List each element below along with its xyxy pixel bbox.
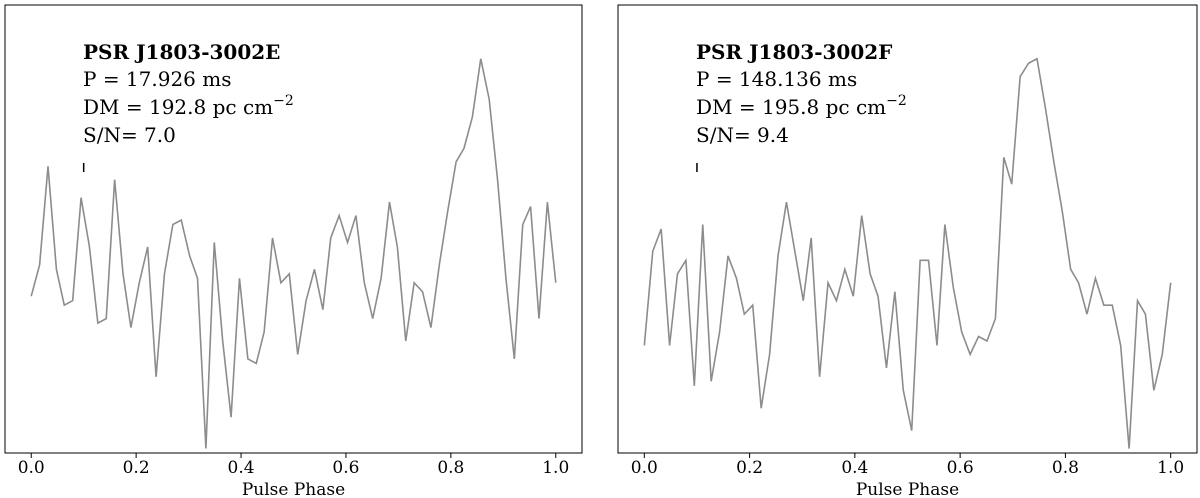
x-tick-label: 0.0 xyxy=(631,458,658,478)
x-tick-label: 0.0 xyxy=(18,458,45,478)
panel: 0.0 0.2 0.4 0.6 0.8 1.0 Pulse Phase PSR J1803-3… xyxy=(617,4,1198,498)
annotation: S/N= 9.4 xyxy=(696,123,789,147)
x-tick-label: 0.8 xyxy=(437,458,464,478)
plot-frame xyxy=(4,4,583,454)
x-tick-label: 0.6 xyxy=(332,458,359,478)
plot-frame xyxy=(617,4,1198,454)
annotation: P = 17.926 ms xyxy=(83,67,232,91)
annotation: DM = 192.8 pc cm−2 xyxy=(83,93,294,119)
x-axis-label: Pulse Phase xyxy=(856,480,959,498)
profile-line xyxy=(643,57,1172,449)
panel-title: PSR J1803-3002F xyxy=(696,40,892,64)
profile-line xyxy=(30,58,557,449)
x-tick-label: 1.0 xyxy=(542,458,569,478)
annotation-superscript: −2 xyxy=(273,93,294,109)
annotation-superscript: −2 xyxy=(886,93,907,109)
annotation: P = 148.136 ms xyxy=(696,67,857,91)
panel-title: PSR J1803-3002E xyxy=(83,40,280,64)
x-tick-label: 1.0 xyxy=(1157,458,1184,478)
x-tick-label: 0.6 xyxy=(947,458,974,478)
x-tick-label: 0.8 xyxy=(1052,458,1079,478)
x-axis-label: Pulse Phase xyxy=(242,480,345,498)
x-tick-label: 0.4 xyxy=(228,458,255,478)
x-tick-label: 0.4 xyxy=(841,458,868,478)
x-tick-label: 0.2 xyxy=(736,458,763,478)
annotation: S/N= 7.0 xyxy=(83,123,176,147)
panel: 0.0 0.2 0.4 0.6 0.8 1.0 Pulse Phase PSR J1803-3… xyxy=(4,4,583,498)
annotation: DM = 195.8 pc cm−2 xyxy=(696,93,907,119)
x-tick-label: 0.2 xyxy=(123,458,150,478)
